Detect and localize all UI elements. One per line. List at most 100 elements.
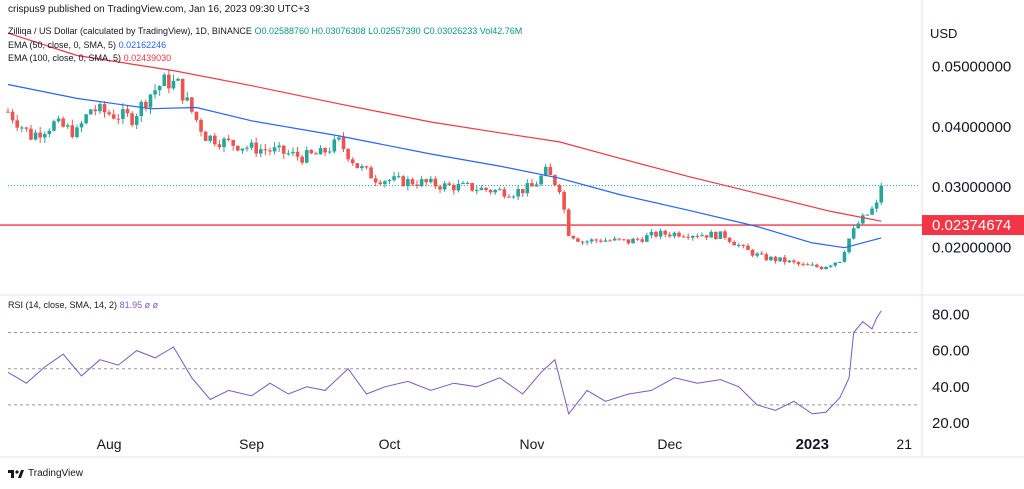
rsi-legend[interactable]: RSI (14, close, SMA, 14, 2) 81.95 ø ø <box>8 300 158 311</box>
candle-body <box>668 234 672 237</box>
rsi-axis[interactable]: 80.00 60.00 40.00 20.00 <box>932 306 970 431</box>
candle-body <box>571 235 576 239</box>
candle-body <box>658 230 663 237</box>
candle-body <box>88 109 93 115</box>
candle-body <box>465 183 470 185</box>
candle-body <box>479 187 484 191</box>
candle-body <box>111 114 116 119</box>
candle-body <box>704 235 709 238</box>
symbol-title[interactable]: Zilliqa / US Dollar (calculated by Tradi… <box>8 26 252 36</box>
candle-body <box>65 125 70 127</box>
candle-body <box>291 151 295 154</box>
candle-body <box>24 127 29 129</box>
publisher-credit: crispus9 published on TradingView.com, J… <box>8 4 310 15</box>
candle-body <box>796 262 801 265</box>
candle-body <box>350 159 355 164</box>
candle-body <box>520 189 525 194</box>
ema-lines <box>7 32 882 249</box>
low-value: L0.02557390 <box>368 26 421 36</box>
candle-body <box>254 142 258 154</box>
ema100-legend[interactable]: EMA (100, close, 0, SMA, 5) 0.02439030 <box>8 53 171 64</box>
candle-body <box>585 241 589 243</box>
candle-body <box>874 202 879 209</box>
candle-body <box>304 150 309 163</box>
candle-body <box>327 151 332 153</box>
rsi-tick-label: 20.00 <box>932 415 970 432</box>
horizontal-level-line[interactable] <box>0 185 922 226</box>
rsi-series <box>7 310 882 416</box>
candle-body <box>865 214 870 216</box>
candle-body <box>332 139 337 152</box>
candle-body <box>497 189 502 191</box>
candle-body <box>525 183 530 194</box>
time-axis[interactable]: Aug Sep Oct Nov Dec 2023 21 <box>97 436 913 453</box>
candle-body <box>258 149 263 154</box>
candle-body <box>755 253 759 256</box>
candle-body <box>364 166 369 168</box>
candle-body <box>672 232 677 237</box>
candle-body <box>84 114 88 124</box>
price-grid <box>0 0 1024 458</box>
candle-body <box>415 184 419 186</box>
candle-body <box>861 215 865 224</box>
candle-body <box>507 196 511 198</box>
candle-body <box>429 178 433 183</box>
candle-body <box>272 147 277 152</box>
candle-body <box>222 138 226 148</box>
candle-body <box>534 184 539 187</box>
candle-body <box>419 179 424 186</box>
candle-body <box>199 119 203 132</box>
candlestick-series <box>6 69 884 270</box>
candle-body <box>599 240 603 242</box>
ema100-label: EMA (100, close, 0, SMA, 5) <box>8 53 122 63</box>
tradingview-brand[interactable]: TradingView <box>8 468 83 479</box>
candle-body <box>557 185 562 193</box>
candle-body <box>231 139 236 146</box>
candle-body <box>226 138 231 140</box>
level-price-label: 0.02374674 <box>932 217 1011 234</box>
candle-body <box>383 181 387 185</box>
candle-body <box>42 134 47 138</box>
close-value: C0.03026233 <box>423 26 478 36</box>
ema50-line <box>7 83 882 249</box>
candle-body <box>746 245 750 250</box>
ema50-legend[interactable]: EMA (50, close, 0, SMA, 5) 0.02162246 <box>8 40 166 51</box>
symbol-legend: Zilliqa / US Dollar (calculated by Tradi… <box>8 26 522 37</box>
time-tick-label: Oct <box>379 436 401 452</box>
candle-body <box>33 132 38 140</box>
price-tick-label: 0.05000000 <box>932 58 1011 75</box>
candle-body <box>727 237 732 242</box>
candle-body <box>392 176 396 181</box>
candle-body <box>833 262 838 266</box>
candle-body <box>713 231 718 239</box>
candle-body <box>401 176 406 187</box>
candle-body <box>277 145 281 148</box>
candle-body <box>314 153 318 155</box>
high-value: H0.03076308 <box>311 26 366 36</box>
candle-body <box>474 190 479 192</box>
time-tick-label: Nov <box>519 436 544 452</box>
candle-body <box>663 230 668 235</box>
candle-body <box>369 167 373 179</box>
candle-body <box>603 240 608 242</box>
candle-body <box>107 112 111 115</box>
candle-body <box>828 265 833 267</box>
candle-body <box>470 183 474 191</box>
candle-body <box>144 101 148 108</box>
candle-body <box>461 183 465 185</box>
candle-body <box>773 256 778 262</box>
candle-body <box>539 175 543 185</box>
candle-body <box>654 231 658 237</box>
candle-body <box>10 111 15 121</box>
candle-body <box>295 151 300 157</box>
candle-body <box>387 180 392 182</box>
price-tick-label: 0.03000000 <box>932 179 1011 196</box>
candle-body <box>456 183 461 191</box>
candle-body <box>649 231 654 236</box>
candle-body <box>879 185 884 203</box>
candle-body <box>681 236 686 238</box>
candle-body <box>516 189 520 197</box>
candle-body <box>842 252 847 262</box>
price-axis[interactable]: 0.05000000 0.04000000 0.03000000 0.02000000… <box>922 58 1024 257</box>
